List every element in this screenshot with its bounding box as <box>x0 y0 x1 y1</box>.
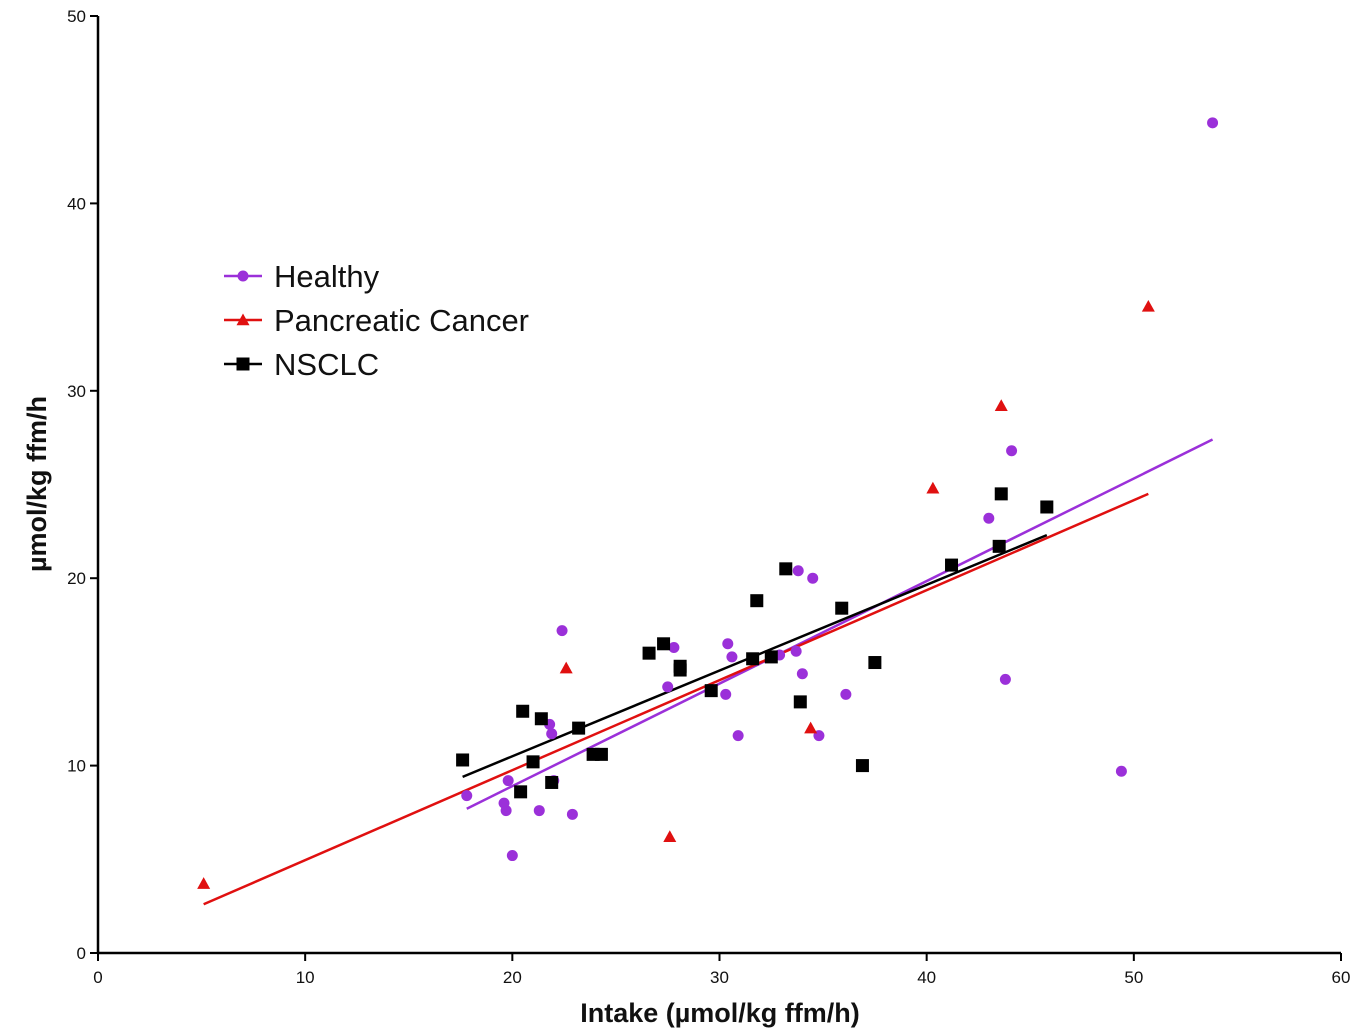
healthy-point <box>461 790 473 802</box>
nsclc-point <box>594 747 608 761</box>
healthy-point <box>732 730 744 742</box>
x-tick-label: 30 <box>710 968 729 987</box>
healthy-point <box>500 805 512 817</box>
nsclc-point <box>868 656 882 670</box>
x-tick-label: 20 <box>503 968 522 987</box>
legend-label: NSCLC <box>274 347 379 382</box>
y-axis-ticks: 0 10 20 30 40 50 <box>67 7 98 963</box>
healthy-point <box>807 572 819 584</box>
healthy-point <box>506 850 518 862</box>
nsclc-point <box>992 539 1006 553</box>
healthy-point <box>999 673 1011 685</box>
healthy-point <box>722 638 734 650</box>
nsclc-point <box>516 704 530 718</box>
y-tick-label: 50 <box>67 7 86 26</box>
healthy-point <box>566 808 578 820</box>
nsclc-point <box>835 601 849 615</box>
healthy-point <box>546 728 558 740</box>
x-axis-ticks: 0 10 20 30 40 50 60 <box>93 953 1350 987</box>
legend-item-nsclc: NSCLC <box>224 347 379 382</box>
x-tick-label: 40 <box>917 968 936 987</box>
healthy-point <box>556 625 568 637</box>
y-axis-title: µmol/kg ffm/h <box>22 396 52 572</box>
healthy-point <box>840 688 852 700</box>
nsclc-point <box>793 695 807 709</box>
healthy-point <box>662 681 674 693</box>
legend-marker-healthy <box>237 270 249 282</box>
pancreatic-cancer-point <box>994 399 1008 411</box>
healthy-point <box>533 805 545 817</box>
nsclc-point <box>1040 500 1054 514</box>
nsclc-point <box>526 755 540 769</box>
legend-item-pancreatic-cancer: Pancreatic Cancer <box>224 303 529 338</box>
healthy-point <box>796 668 808 680</box>
nsclc-point <box>572 721 586 735</box>
y-tick-label: 20 <box>67 569 86 588</box>
nsclc-point <box>779 562 793 576</box>
legend: Healthy Pancreatic Cancer NSCLC <box>224 259 529 382</box>
pancreatic-cancer-point <box>559 661 573 674</box>
x-axis-title: Intake (µmol/kg ffm/h) <box>580 998 860 1028</box>
legend-item-healthy: Healthy <box>224 259 380 294</box>
fit-lines-layer <box>203 438 1214 906</box>
nsclc-point <box>545 775 559 789</box>
nsclc-point <box>704 684 718 698</box>
pancreatic-cancer-fit-line <box>203 492 1149 906</box>
pancreatic-cancer-point <box>197 877 211 889</box>
pancreatic-cancer-point <box>926 481 940 494</box>
healthy-point <box>1006 445 1018 457</box>
healthy-point <box>1207 117 1219 129</box>
x-tick-label: 10 <box>296 968 315 987</box>
nsclc-point <box>994 487 1008 501</box>
nsclc-point <box>855 759 869 773</box>
nsclc-point <box>746 652 760 666</box>
y-tick-label: 30 <box>67 382 86 401</box>
axes: 0 10 20 30 40 50 60 0 10 20 30 40 50 <box>67 7 1350 987</box>
healthy-fit-line <box>466 438 1214 810</box>
healthy-point <box>983 512 995 524</box>
healthy-point <box>726 651 738 663</box>
y-tick-label: 0 <box>77 944 86 963</box>
healthy-point <box>502 775 514 787</box>
nsclc-point <box>673 659 687 673</box>
nsclc-point <box>534 712 548 726</box>
healthy-point <box>1115 765 1127 777</box>
y-tick-label: 40 <box>67 194 86 213</box>
nsclc-point <box>764 650 778 664</box>
legend-marker-nsclc <box>236 357 250 371</box>
legend-marker-pancreatic-cancer <box>236 313 250 326</box>
legend-label: Healthy <box>274 259 380 294</box>
data-points-layer <box>197 117 1219 889</box>
legend-label: Pancreatic Cancer <box>274 303 529 338</box>
nsclc-point <box>642 646 656 660</box>
healthy-point <box>720 688 732 700</box>
x-tick-label: 0 <box>93 968 102 987</box>
healthy-point <box>792 565 804 577</box>
pancreatic-cancer-point <box>1141 299 1155 312</box>
nsclc-point <box>456 753 470 767</box>
nsclc-point <box>945 558 959 572</box>
nsclc-point <box>750 594 764 608</box>
y-tick-label: 10 <box>67 757 86 776</box>
nsclc-point <box>514 785 528 799</box>
healthy-point <box>790 645 802 657</box>
nsclc-point <box>657 637 671 651</box>
pancreatic-cancer-point <box>804 721 818 734</box>
pancreatic-cancer-point <box>663 830 677 843</box>
x-tick-label: 60 <box>1332 968 1351 987</box>
healthy-point <box>668 642 680 654</box>
x-tick-label: 50 <box>1124 968 1143 987</box>
